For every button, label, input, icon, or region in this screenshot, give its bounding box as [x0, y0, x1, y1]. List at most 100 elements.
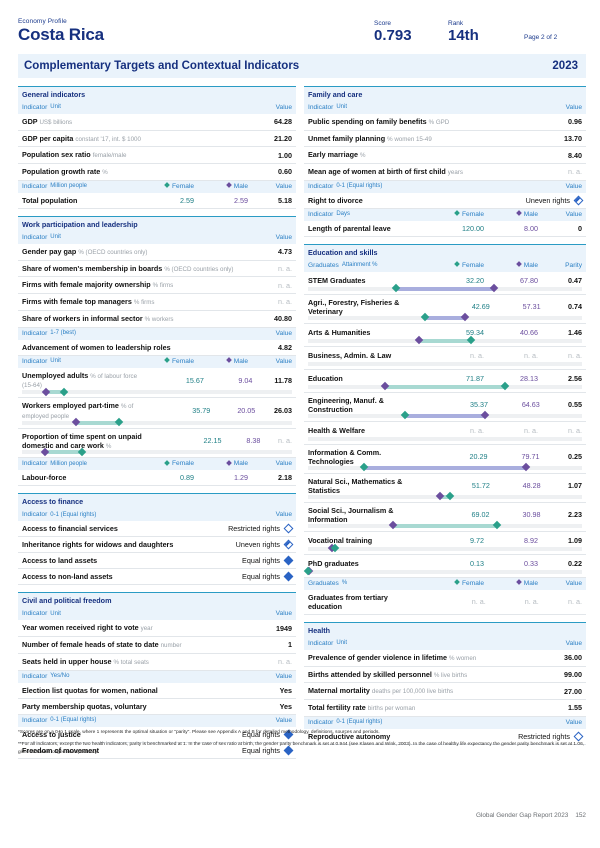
table-row: Access to land assets Equal rights [18, 553, 297, 570]
row-value: 4.82 [278, 342, 293, 352]
row-male-value: n. a. [524, 597, 539, 607]
row-label: STEM Graduates [308, 276, 366, 286]
rank-label: Rank [448, 20, 464, 28]
parity-bar-track [308, 284, 582, 293]
column-header-value: Parity [565, 261, 582, 269]
row-label: Social Sci., Journalism & Information [308, 505, 394, 524]
parity-bar-track [308, 544, 582, 553]
row-unit: % total seats [113, 658, 149, 666]
row-label: PhD graduates [308, 559, 359, 569]
row-male-value: 30.98 [522, 510, 541, 520]
column-header-male: Male [194, 357, 248, 365]
table-row: Mean age of women at birth of first chil… [304, 164, 586, 181]
section-title: General indicators [18, 86, 297, 102]
right-column: Family and care Indicator Unit Value Public … [304, 85, 586, 766]
row-value: 2.23 [568, 510, 582, 520]
row-label: Unemployed adults % of labour force (15-… [22, 370, 138, 390]
group-header-indicator: Indicator [22, 511, 48, 519]
row-value: n. a. [278, 297, 293, 307]
row-value-group: Equal rights [242, 571, 294, 582]
row-unit: % of labour force (15-64) [22, 372, 138, 390]
table-row: Social Sci., Journalism & Information 69.… [304, 503, 586, 524]
row-value: 1.07 [568, 481, 582, 491]
rights-diamond-icon [283, 523, 294, 534]
row-label: Public spending on family benefits % GPD [308, 116, 450, 126]
row-value: 1.46 [568, 328, 582, 338]
page-footer: Global Gender Gap Report 2023 152 [476, 812, 586, 819]
group-header-unit: Attainment % [341, 262, 378, 269]
table-row: Length of parental leave 120.00 8.00 0 [304, 221, 586, 237]
row-value: 0 [578, 223, 582, 233]
table-row: Public spending on family benefits % GPD… [304, 114, 586, 131]
row-value: 40.80 [274, 314, 293, 324]
parity-bar-fill [44, 450, 82, 455]
column-header-value: Value [565, 639, 582, 647]
table-row: Party membership quotas, voluntary Yes [18, 699, 297, 715]
row-unit: US$ billions [39, 118, 73, 126]
row-label: Share of women's membership in boards % … [22, 263, 234, 273]
row-male-value: 8.00 [524, 223, 538, 233]
row-male-value: 20.05 [237, 406, 256, 416]
page-indicator: Page 2 of 2 [524, 33, 558, 41]
row-label: Year women received right to vote year [22, 623, 153, 633]
parity-bar-track [308, 336, 582, 345]
column-header-female: Female [132, 357, 194, 365]
row-label: Health & Welfare [308, 426, 365, 436]
row-unit: % live births [433, 671, 468, 679]
group-header: Indicator Unit Value [304, 101, 586, 114]
group-header-unit: % [341, 580, 348, 587]
row-value: Uneven rights [235, 540, 281, 550]
row-value: Restricted rights [518, 731, 570, 741]
row-value: 13.70 [564, 133, 582, 143]
row-label: Firms with female top managers % firms [22, 297, 155, 307]
profile-kicker: Economy Profile [18, 18, 67, 25]
group-header-indicator: Indicator [22, 329, 48, 337]
table-row: Election list quotas for women, national… [18, 683, 297, 699]
table-row: Workers employed part-time % of employed… [18, 398, 296, 421]
row-female-value: 22.15 [203, 436, 222, 446]
group-header-indicator: Indicator [308, 103, 334, 111]
row-value: n. a. [278, 263, 293, 273]
group-header-unit: Unit [50, 104, 61, 111]
row-value: 5.18 [278, 195, 293, 205]
table-row: Arts & Humanities 59.34 40.66 1.46 [304, 324, 586, 339]
parity-bar-fill [46, 390, 65, 395]
group-header: Indicator Million people Female Male Value [18, 180, 297, 193]
row-label: Right to divorce [308, 195, 363, 205]
table-row: Vocational training 9.72 8.92 1.09 [304, 532, 586, 547]
row-female-value: 59.34 [466, 328, 484, 338]
parity-bar-track [308, 436, 582, 441]
group-header: Indicator Unit Value [18, 101, 297, 114]
group-header-indicator: Indicator [308, 182, 334, 190]
parity-bar-track [308, 361, 582, 366]
male-diamond-icon [515, 210, 522, 217]
row-label: Business, Admin. & Law [308, 351, 392, 361]
row-value: Equal rights [242, 556, 281, 566]
group-header: Indicator Days Female Male Value [304, 208, 586, 221]
row-label: Prevalence of gender violence in lifetim… [308, 652, 477, 662]
page-title: Costa Rica [18, 25, 104, 44]
row-label: GDP US$ billions [22, 116, 73, 126]
column-header-male: Male [484, 210, 538, 218]
profile-identity: Economy Profile Costa Rica [18, 18, 374, 44]
row-value: 99.00 [564, 669, 582, 679]
column-header-value: Value [275, 716, 293, 724]
group-header-unit: Days [336, 211, 350, 218]
row-value-group: Uneven rights [526, 195, 584, 206]
row-label: Maternal mortality deaths per 100,000 li… [308, 686, 454, 696]
row-label: Firms with female majority ownership % f… [22, 280, 174, 290]
row-unit: % [359, 152, 366, 160]
table-row: Engineering, Manuf. & Construction 35.37 6… [304, 393, 586, 414]
column-header-value: Value [565, 103, 582, 111]
group-header-indicator: Indicator [308, 210, 334, 218]
row-unit: number [160, 642, 182, 650]
row-label: Election list quotas for women, national [22, 685, 158, 695]
table-row: Access to non-land assets Equal rights [18, 569, 297, 586]
table-row: Advancement of women to leadership roles… [18, 340, 297, 356]
parity-bar-fill [385, 384, 505, 389]
row-value: 11.78 [274, 375, 293, 385]
group-header: Indicator Unit Value [18, 608, 297, 621]
row-female-value: n. a. [470, 351, 484, 361]
table-row: Total fertility rate births per woman 1.5… [304, 700, 586, 717]
row-value: Yes [279, 685, 293, 695]
